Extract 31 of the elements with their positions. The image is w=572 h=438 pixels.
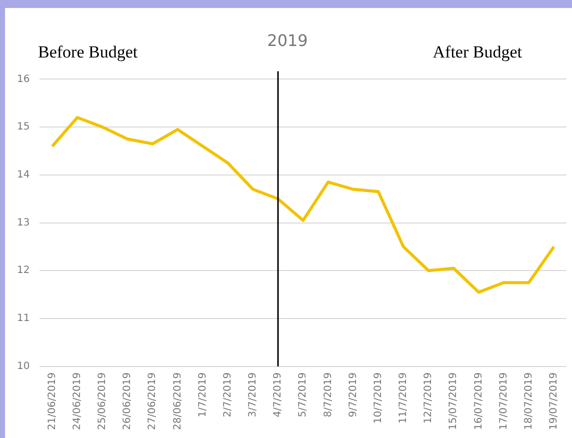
x-tick-label: 17/07/2019 — [498, 372, 510, 430]
x-tick-label: 3/7/2019 — [248, 372, 259, 418]
y-tick-label: 13 — [16, 217, 30, 228]
y-tick-label: 11 — [16, 313, 30, 324]
text: After Budget — [432, 42, 522, 62]
x-tick-label: 28/06/2019 — [172, 372, 184, 430]
x-tick-label: 12/7/2019 — [423, 372, 434, 424]
x-tick-label: 26/06/2019 — [122, 372, 134, 430]
text: Before Budget — [38, 42, 138, 62]
chart-title: 2019 — [267, 30, 308, 50]
x-tick-label: 2/7/2019 — [222, 372, 234, 418]
x-tick-label: 15/07/2019 — [448, 372, 460, 430]
x-tick-label: 11/7/2019 — [398, 372, 410, 424]
x-tick-label: 9/7/2019 — [348, 372, 359, 418]
y-tick-label: 14 — [16, 170, 30, 181]
x-tick-label: 10/7/2019 — [372, 372, 384, 424]
y-tick-label: 10 — [16, 360, 30, 372]
x-tick-label: 8/7/2019 — [322, 372, 334, 418]
x-tick-label: 5/7/2019 — [298, 372, 309, 418]
x-tick-label: 24/06/2019 — [72, 372, 83, 430]
x-tick-label: 25/06/2019 — [97, 372, 108, 430]
y-tick-label: 15 — [16, 122, 30, 133]
x-tick-label: 21/06/2019 — [46, 372, 58, 430]
x-tick-label: 1/7/2019 — [197, 372, 208, 418]
x-tick-label: 4/7/2019 — [272, 372, 284, 418]
y-tick-label: 16 — [16, 74, 30, 85]
y-tick-label: 12 — [16, 265, 30, 276]
x-tick-label: 18/07/2019 — [523, 372, 534, 430]
x-tick-label: 16/07/2019 — [473, 372, 484, 430]
x-tick-label: 27/06/2019 — [147, 372, 158, 430]
x-tick-label: 19/07/2019 — [548, 372, 560, 430]
